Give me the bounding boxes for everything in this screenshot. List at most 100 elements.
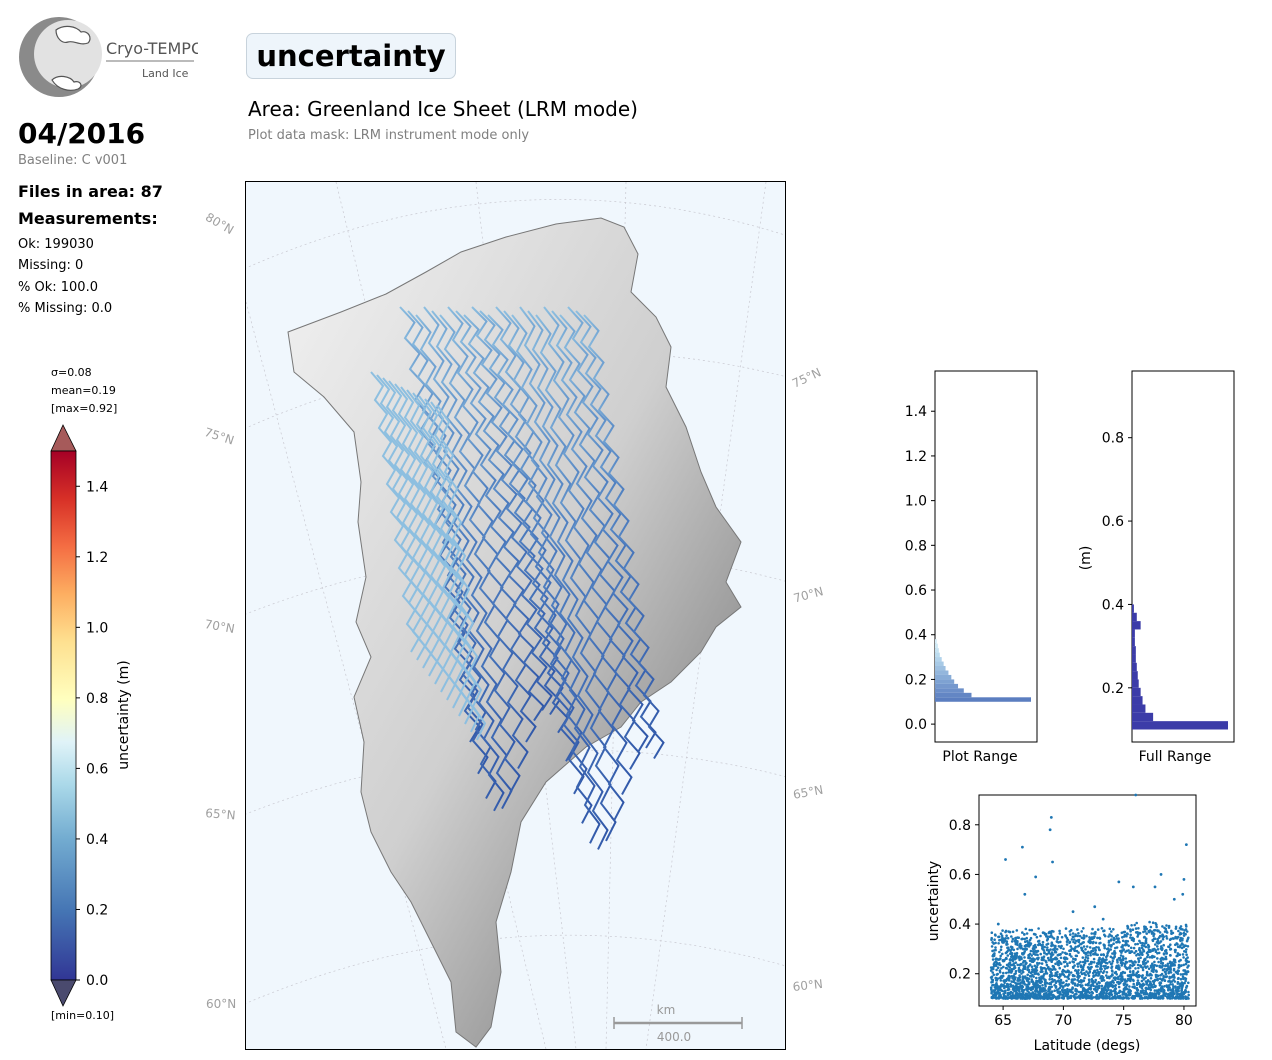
scatter-point (998, 969, 1002, 972)
scatter-point (1126, 977, 1130, 981)
scatter-point (1185, 953, 1188, 956)
scatter-point (990, 936, 993, 940)
scatter-point (1152, 932, 1156, 936)
scatter-point (999, 957, 1002, 960)
scalebar-value: 400.0 (657, 1030, 691, 1044)
scatter-point (1076, 984, 1079, 987)
greenland-landmass (287, 217, 742, 1048)
lat-label-65-outer: 65°N (204, 806, 237, 823)
scatter-point (1130, 938, 1134, 942)
histogram-ytick-label: 0.2 (905, 672, 927, 688)
scatter-point (1058, 982, 1062, 986)
scatter-point (1081, 949, 1085, 953)
scatter-point (1085, 945, 1089, 948)
scatter-point (1091, 947, 1095, 950)
scatter-point (1033, 969, 1037, 973)
scatter-point (1043, 989, 1046, 992)
scatter-point (1012, 974, 1015, 978)
scatter-point (1099, 953, 1103, 956)
scatter-point (1037, 956, 1040, 960)
scatter-point (1135, 954, 1138, 957)
scatter-point (1095, 962, 1099, 965)
scatter-point (1028, 952, 1032, 956)
scatter-point (1044, 969, 1048, 973)
scatter-point (1038, 976, 1041, 980)
scatter-point (1045, 948, 1049, 952)
scatter-point (1115, 996, 1118, 1000)
colorbar-tick-label: 1.4 (86, 479, 108, 495)
scatter-point (1099, 970, 1103, 973)
scatter-latitude-uncertainty: 65 70 75 80 0.2 0.4 0.6 0.8 uncertainty Latitud… (926, 793, 1197, 1054)
scatter-point (1129, 976, 1133, 980)
scatter-point (1089, 987, 1093, 990)
scatter-point (1184, 989, 1187, 992)
scatter-point (1176, 952, 1180, 955)
scatter-point (1156, 977, 1159, 980)
scatter-point (1076, 970, 1079, 974)
scatter-point (1001, 941, 1004, 944)
scatter-point (1015, 941, 1018, 945)
scatter-point (1042, 973, 1046, 976)
scatter-point (1126, 927, 1130, 930)
scatter-point (1052, 966, 1056, 969)
scatter-point (1164, 948, 1168, 952)
scatter-point (1144, 989, 1147, 993)
scatter-point (1111, 970, 1114, 973)
scatter-point (1122, 957, 1125, 960)
scatter-point (1170, 932, 1173, 935)
scatter-point (1105, 958, 1108, 961)
scatter-point (1004, 966, 1008, 970)
scatter-point (1072, 938, 1076, 941)
scatter-point (996, 966, 1000, 969)
scatter-point (1058, 932, 1062, 935)
scatter-point (1005, 984, 1009, 988)
histogram-bar (935, 652, 940, 658)
scatter-point (1124, 957, 1128, 960)
scatter-point (1138, 939, 1141, 943)
scatter-point (1068, 961, 1072, 964)
scatter-point (1045, 982, 1049, 985)
scatter-point (1085, 934, 1088, 938)
scatter-point (990, 995, 994, 999)
histogram-ytick-label: 1.4 (905, 404, 927, 420)
scatter-point-outlier (1184, 843, 1188, 847)
histogram-bar (935, 683, 959, 689)
colorbar-tick-label: 0.4 (86, 832, 108, 848)
scatter-point (994, 976, 997, 980)
scatter-point (1067, 977, 1070, 981)
scatter-point (1129, 970, 1132, 974)
scatter-point (1152, 968, 1156, 971)
scatter-point (1162, 994, 1165, 997)
scatter-point (1042, 993, 1046, 997)
ground-track (543, 306, 625, 822)
scatter-point (1043, 979, 1047, 982)
scatter-point (1048, 982, 1051, 986)
scatter-point (1167, 970, 1171, 974)
scatter-point (1158, 984, 1162, 987)
stat-pct-missing: % Missing: 0.0 (18, 301, 113, 316)
scatter-point (1149, 972, 1152, 976)
scatter-point (1100, 988, 1104, 991)
scatter-point (1175, 988, 1178, 992)
scatter-point (998, 976, 1002, 980)
scatter-point (1136, 931, 1139, 934)
scatter-point (1089, 953, 1092, 957)
scatter-point (1165, 985, 1169, 989)
scatter-point (1162, 953, 1166, 956)
histogram-ytick-label: 0.8 (1102, 431, 1124, 447)
scatter-point (1096, 953, 1099, 957)
scatter-point (1150, 932, 1154, 935)
scatter-point (1147, 944, 1150, 948)
scatter-point (1185, 948, 1188, 951)
scatter-point (1167, 988, 1170, 991)
histogram-bar (1132, 637, 1135, 647)
scatter-point (1064, 934, 1067, 937)
measurements-heading: Measurements: (18, 209, 158, 228)
scatter-point (1048, 997, 1052, 1000)
scatter-point (1064, 956, 1068, 960)
stat-ok: Ok: 199030 (18, 237, 94, 252)
scatter-point (1110, 962, 1114, 965)
scatter-point (1052, 980, 1055, 983)
scatter-point (1056, 953, 1060, 957)
scatter-point (1079, 985, 1083, 988)
